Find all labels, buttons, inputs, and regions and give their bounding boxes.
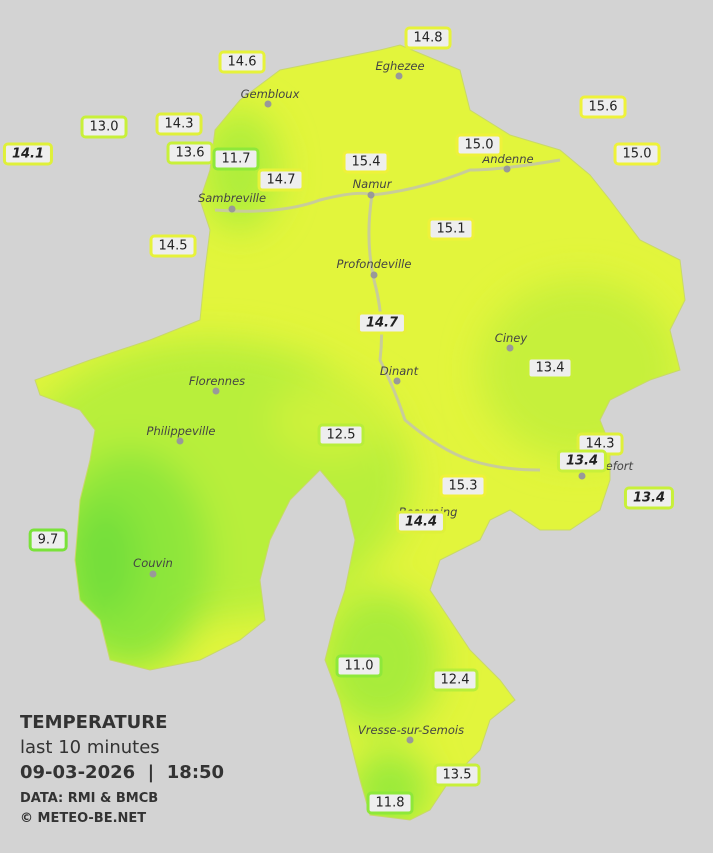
station-temperature: 15.4 bbox=[342, 150, 390, 174]
city-dot bbox=[393, 377, 401, 385]
station-temperature: 14.3 bbox=[155, 112, 203, 136]
station-temperature: 13.4 bbox=[556, 449, 608, 473]
city-dot bbox=[212, 387, 220, 395]
station-temperature: 13.4 bbox=[526, 356, 574, 380]
station-temperature: 12.5 bbox=[317, 423, 365, 447]
station-temperature: 14.5 bbox=[149, 234, 197, 258]
city-dot bbox=[367, 191, 375, 199]
station-temperature: 14.1 bbox=[2, 142, 54, 166]
station-temperature: 14.4 bbox=[395, 510, 447, 534]
station-temperature: 13.0 bbox=[80, 115, 128, 139]
city-label: Philippeville bbox=[146, 424, 216, 438]
city-label: Eghezee bbox=[375, 59, 425, 73]
city-label: Sambreville bbox=[197, 191, 267, 205]
legend-subtitle: last 10 minutes bbox=[20, 737, 160, 758]
station-temperature: 15.1 bbox=[427, 217, 475, 241]
city-dot bbox=[176, 437, 184, 445]
city-dot bbox=[370, 271, 378, 279]
station-temperature: 15.0 bbox=[613, 142, 661, 166]
city-dot bbox=[503, 165, 511, 173]
city-dot bbox=[228, 205, 236, 213]
station-temperature: 11.0 bbox=[335, 654, 383, 678]
legend-title: TEMPERATURE bbox=[20, 712, 168, 733]
station-temperature: 14.7 bbox=[257, 168, 305, 192]
station-temperature: 15.6 bbox=[579, 95, 627, 119]
station-temperature: 13.6 bbox=[166, 141, 214, 165]
station-temperature: 9.7 bbox=[28, 528, 68, 552]
city-label: Profondeville bbox=[336, 257, 412, 271]
city-dot bbox=[578, 472, 586, 480]
station-temperature: 12.4 bbox=[431, 668, 479, 692]
city-dot bbox=[395, 72, 403, 80]
station-temperature: 15.0 bbox=[455, 133, 503, 157]
station-temperature: 11.8 bbox=[366, 791, 414, 815]
city-label: Ciney bbox=[494, 331, 528, 345]
city-label: Vresse-sur-Semois bbox=[357, 723, 465, 737]
city-dot bbox=[264, 100, 272, 108]
station-temperature: 14.6 bbox=[218, 50, 266, 74]
legend-copyright: © METEO-BE.NET bbox=[20, 811, 147, 826]
legend-datetime: 09-03-2026 | 18:50 bbox=[20, 762, 225, 783]
legend-source: DATA: RMI & BMCB bbox=[20, 791, 159, 806]
station-temperature: 11.7 bbox=[212, 147, 260, 171]
river-meuse bbox=[367, 194, 541, 472]
station-temperature: 15.3 bbox=[439, 474, 487, 498]
city-label: Couvin bbox=[133, 556, 173, 570]
station-temperature: 14.7 bbox=[356, 311, 408, 335]
city-label: Namur bbox=[352, 177, 392, 191]
station-temperature: 13.5 bbox=[433, 763, 481, 787]
city-label: Dinant bbox=[379, 364, 419, 378]
city-label: Florennes bbox=[188, 374, 246, 388]
city-dot bbox=[506, 344, 514, 352]
city-label: Gembloux bbox=[240, 87, 300, 101]
station-temperature: 14.8 bbox=[404, 26, 452, 50]
city-dot bbox=[406, 736, 414, 744]
station-temperature: 13.4 bbox=[623, 486, 675, 510]
city-dot bbox=[149, 570, 157, 578]
